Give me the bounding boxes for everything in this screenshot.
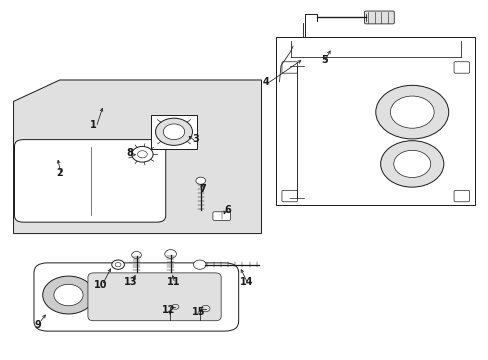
- FancyBboxPatch shape: [453, 62, 468, 73]
- Text: 1: 1: [90, 120, 97, 130]
- Text: 12: 12: [162, 305, 176, 315]
- Circle shape: [155, 118, 192, 145]
- FancyBboxPatch shape: [15, 140, 165, 222]
- FancyBboxPatch shape: [34, 263, 238, 331]
- FancyBboxPatch shape: [453, 190, 468, 202]
- FancyBboxPatch shape: [364, 11, 393, 24]
- Circle shape: [375, 85, 448, 139]
- Circle shape: [42, 276, 94, 314]
- Text: 10: 10: [94, 280, 107, 291]
- Text: 15: 15: [191, 307, 204, 317]
- Circle shape: [393, 150, 430, 177]
- Text: 6: 6: [224, 205, 230, 215]
- Circle shape: [131, 147, 153, 162]
- Text: 11: 11: [167, 277, 181, 287]
- Circle shape: [196, 177, 205, 184]
- Text: 13: 13: [123, 277, 137, 287]
- Circle shape: [54, 284, 83, 306]
- Text: 8: 8: [126, 148, 133, 158]
- Circle shape: [193, 260, 205, 269]
- Text: 7: 7: [200, 184, 206, 194]
- Text: 4: 4: [263, 77, 269, 87]
- Circle shape: [163, 124, 184, 140]
- Circle shape: [389, 96, 433, 128]
- Text: 9: 9: [35, 320, 41, 330]
- Circle shape: [137, 151, 147, 158]
- FancyBboxPatch shape: [282, 190, 297, 202]
- Circle shape: [115, 262, 121, 267]
- FancyBboxPatch shape: [151, 115, 197, 149]
- Text: 2: 2: [56, 168, 63, 178]
- Circle shape: [164, 249, 176, 258]
- Polygon shape: [276, 37, 474, 205]
- Text: 14: 14: [240, 277, 253, 287]
- Polygon shape: [14, 80, 261, 234]
- Circle shape: [380, 141, 443, 187]
- Circle shape: [112, 260, 124, 269]
- Text: 3: 3: [192, 134, 199, 144]
- FancyBboxPatch shape: [282, 62, 297, 73]
- FancyBboxPatch shape: [212, 212, 230, 220]
- FancyBboxPatch shape: [88, 273, 221, 321]
- Circle shape: [131, 251, 141, 258]
- Text: 5: 5: [321, 55, 327, 65]
